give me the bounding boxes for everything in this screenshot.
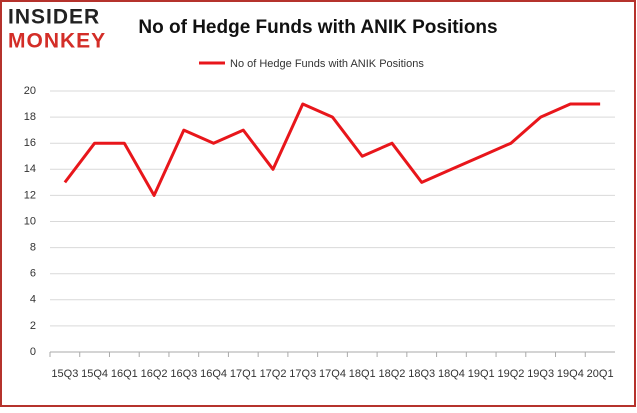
x-tick-label: 19Q1 — [468, 368, 495, 380]
y-tick-label: 10 — [24, 215, 36, 227]
chart-title: No of Hedge Funds with ANIK Positions — [138, 17, 497, 38]
y-tick-label: 20 — [24, 85, 36, 97]
logo-line2: MONKEY — [8, 30, 106, 53]
x-tick-label: 17Q4 — [319, 368, 346, 380]
x-tick-label: 18Q4 — [438, 368, 465, 380]
x-tick-label: 18Q3 — [408, 368, 435, 380]
y-tick-label: 16 — [24, 137, 36, 149]
y-tick-label: 4 — [30, 294, 36, 306]
x-tick-label: 17Q2 — [260, 368, 287, 380]
x-tick-label: 19Q3 — [527, 368, 554, 380]
x-tick-label: 15Q4 — [81, 368, 108, 380]
x-tick-label: 18Q2 — [379, 368, 406, 380]
x-tick-label: 18Q1 — [349, 368, 376, 380]
legend-label: No of Hedge Funds with ANIK Positions — [230, 58, 424, 70]
y-tick-label: 12 — [24, 189, 36, 201]
y-tick-label: 0 — [30, 346, 36, 358]
y-tick-label: 2 — [30, 320, 36, 332]
x-tick-label: 17Q3 — [289, 368, 316, 380]
y-tick-label: 14 — [24, 163, 36, 175]
x-tick-label: 19Q2 — [497, 368, 524, 380]
x-tick-label: 16Q2 — [141, 368, 168, 380]
series-line — [63, 102, 601, 197]
x-tick-label: 16Q1 — [111, 368, 138, 380]
y-tick-label: 6 — [30, 268, 36, 280]
y-tick-label: 18 — [24, 111, 36, 123]
x-tick-label: 16Q4 — [200, 368, 227, 380]
x-tick-label: 16Q3 — [170, 368, 197, 380]
x-tick-label: 17Q1 — [230, 368, 257, 380]
logo-line1: INSIDER — [8, 6, 100, 29]
x-tick-label: 15Q3 — [51, 368, 78, 380]
x-tick-label: 20Q1 — [587, 368, 614, 380]
y-tick-label: 8 — [30, 242, 36, 254]
x-tick-label: 19Q4 — [557, 368, 584, 380]
